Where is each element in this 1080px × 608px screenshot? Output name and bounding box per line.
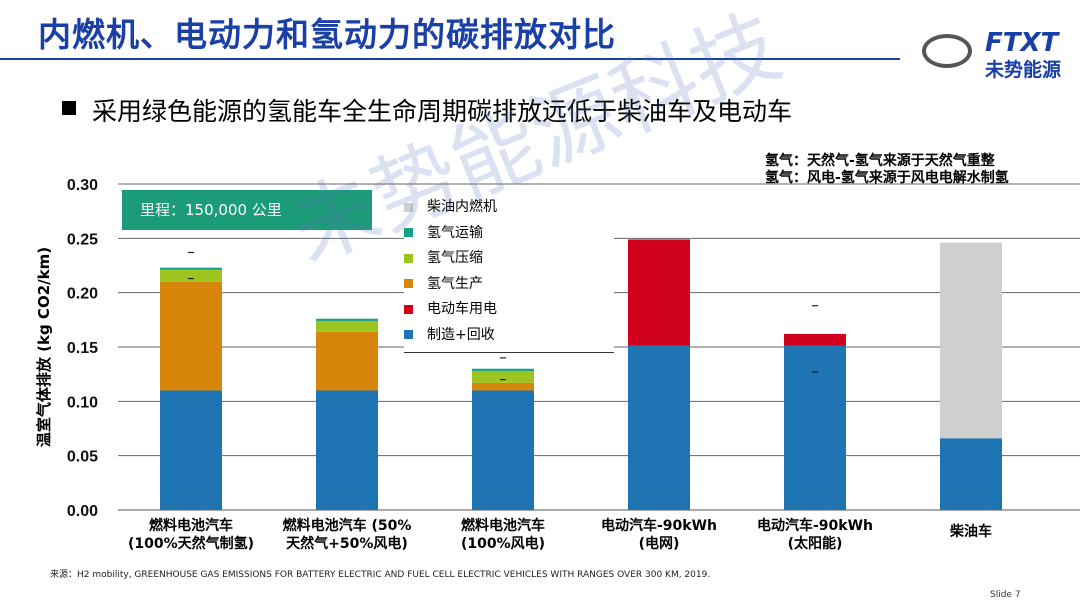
bar-segment <box>316 318 378 321</box>
x-tick-label: 燃料电池汽车 <box>461 517 545 534</box>
x-tick-label: (太阳能) <box>788 535 843 552</box>
bar-segment <box>160 281 222 391</box>
y-tick-label: 0.10 <box>67 394 98 411</box>
bar-segment <box>784 345 846 510</box>
legend-label: 氢气压缩 <box>427 250 483 266</box>
y-tick-label: 0.30 <box>67 177 98 194</box>
logo-text-en: FTXT <box>985 28 1059 58</box>
legend-swatch <box>404 202 413 212</box>
legend-swatch <box>404 228 413 237</box>
x-tick-label: 柴油车 <box>949 523 992 540</box>
legend-label: 电动车用电 <box>427 301 497 317</box>
mileage-badge: 里程：150,000 公里 <box>122 190 372 230</box>
emissions-chart: 0.00 0.05 0.10 0.15 0.20 0.25 0.30 温室气体排放 (kg C… <box>35 177 1080 552</box>
legend-item: 氢气运输 <box>404 222 483 242</box>
x-tick-label: 燃料电池汽车 <box>149 517 233 534</box>
bar-segment <box>940 438 1002 510</box>
bar-segment <box>160 269 222 282</box>
x-tick-label: (100%天然气制氢) <box>128 535 254 552</box>
bullet-text: 采用绿色能源的氢能车全生命周期碳排放远低于柴油车及电动车 <box>92 97 793 126</box>
bullet-square-icon <box>62 101 76 115</box>
chart-legend: 柴油内燃机氢气运输氢气压缩氢气生产电动车用电制造+回收 <box>404 188 614 353</box>
bar-segment <box>316 390 378 510</box>
bar-segment <box>628 239 690 346</box>
legend-label: 柴油内燃机 <box>427 199 497 215</box>
legend-item: 制造+回收 <box>404 324 495 344</box>
source-note: 来源：H2 mobility, GREENHOUSE GAS EMISSIONS… <box>50 570 711 580</box>
legend-item: 氢气生产 <box>404 273 483 293</box>
bar-segment <box>784 333 846 346</box>
bar-segment <box>472 370 534 383</box>
slide-number: Slide 7 <box>990 590 1021 600</box>
x-tick-label: 电动汽车-90kWh <box>757 517 873 534</box>
x-tick-label: (100%风电) <box>461 535 545 552</box>
bar-segment <box>160 267 222 270</box>
legend-item: 氢气压缩 <box>404 247 483 267</box>
legend-swatch <box>404 253 413 263</box>
y-tick-label: 0.25 <box>67 231 98 248</box>
bar-segment <box>316 320 378 332</box>
legend-item: 柴油内燃机 <box>404 196 497 216</box>
legend-item: 电动车用电 <box>404 298 497 318</box>
x-tick-label: 天然气+50%风电) <box>286 535 408 552</box>
bar-segment <box>472 382 534 391</box>
y-tick-label: 0.00 <box>67 503 98 520</box>
bar-segment <box>940 242 1002 439</box>
legend-label: 氢气运输 <box>427 224 483 241</box>
bar-segment <box>316 331 378 391</box>
legend-swatch <box>404 304 413 314</box>
note-natural-gas: 氢气：天然气-氢气来源于天然气重整 <box>765 153 995 169</box>
y-tick-label: 0.20 <box>67 286 98 303</box>
logo-text-cn: 未势能源 <box>985 59 1062 81</box>
title-rule <box>0 58 900 60</box>
y-tick-label: 0.05 <box>67 449 98 466</box>
logo-emblem-icon <box>922 34 972 68</box>
x-tick-label: 燃料电池汽车 (50% <box>283 517 412 534</box>
y-tick-label: 0.15 <box>67 340 98 357</box>
x-tick-label: 电动汽车-90kWh <box>601 517 717 534</box>
bar-segment <box>628 345 690 510</box>
note-wind: 氢气：风电-氢气来源于风电电解水制氢 <box>765 170 1009 186</box>
y-axis-label: 温室气体排放 (kg CO2/km) <box>35 247 53 447</box>
legend-label: 氢气生产 <box>427 275 483 292</box>
bar-segment <box>472 368 534 371</box>
legend-swatch <box>404 330 413 339</box>
bar-segment <box>472 390 534 510</box>
x-tick-label: (电网) <box>639 535 680 552</box>
legend-swatch <box>404 279 413 288</box>
page-title: 内燃机、电动力和氢动力的碳排放对比 <box>38 15 616 54</box>
bar-segment <box>160 390 222 510</box>
legend-label: 制造+回收 <box>427 326 495 343</box>
